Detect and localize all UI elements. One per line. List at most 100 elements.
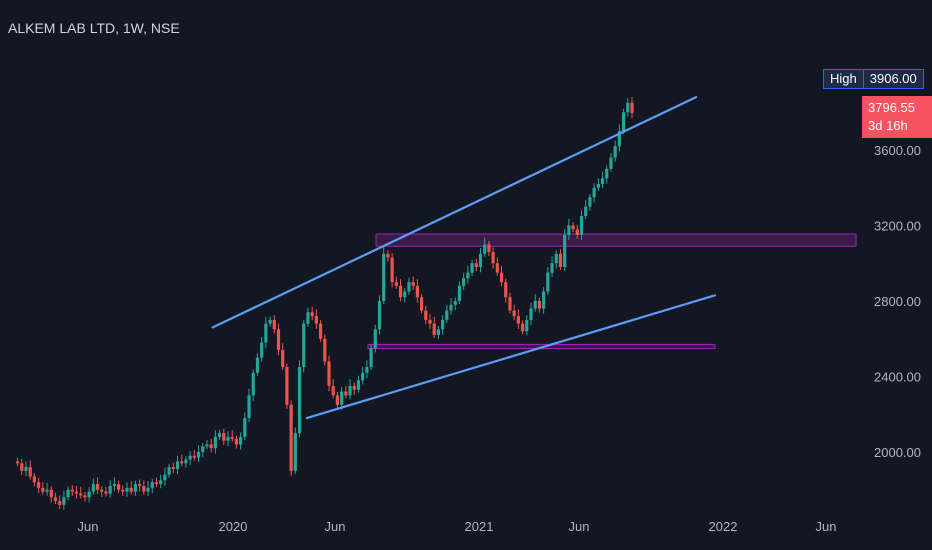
candle-body xyxy=(377,301,382,330)
candle-body xyxy=(171,467,175,469)
candle-body xyxy=(192,455,196,458)
bar-countdown: 3d 16h xyxy=(868,118,908,133)
candle-body xyxy=(217,433,222,437)
candle-body xyxy=(184,459,188,464)
candle-body xyxy=(592,187,596,198)
candle-body xyxy=(588,197,592,207)
candle-body xyxy=(318,323,323,339)
candle-body xyxy=(306,312,310,324)
candle-body xyxy=(584,206,588,217)
candle-body xyxy=(104,491,108,494)
candle-body xyxy=(146,487,150,492)
candle-body xyxy=(247,395,251,419)
candle-body xyxy=(373,329,377,349)
candle-body xyxy=(491,251,495,264)
trendlines-layer xyxy=(211,96,717,420)
candle-body xyxy=(285,367,289,405)
candle-body xyxy=(314,316,318,324)
trendline-upper[interactable] xyxy=(211,96,698,329)
candle-body xyxy=(276,329,281,351)
candle-body xyxy=(579,216,584,235)
candle-body xyxy=(142,485,146,492)
candle-body xyxy=(352,385,356,390)
candle-body xyxy=(340,391,344,405)
candle-body xyxy=(323,338,327,362)
x-tick-label: 2022 xyxy=(709,519,738,534)
candle-body xyxy=(293,433,297,471)
candle-body xyxy=(281,350,285,368)
zone-resistance[interactable] xyxy=(375,233,857,247)
candle-body xyxy=(504,282,508,298)
candle-body xyxy=(516,316,520,324)
candle-body xyxy=(466,272,470,279)
candle-body xyxy=(424,310,428,320)
candle-body xyxy=(550,263,554,273)
last-price: 3796.55 xyxy=(868,100,915,115)
candle-body xyxy=(112,484,116,486)
candle-body xyxy=(533,301,537,309)
candle-body xyxy=(567,225,571,235)
candle-body xyxy=(474,263,478,268)
candle-body xyxy=(394,282,398,286)
candle-body xyxy=(546,272,550,292)
candle-body xyxy=(499,272,504,283)
x-tick-label: Jun xyxy=(816,519,837,534)
high-badge: High 3906.00 xyxy=(823,69,924,89)
candle-body xyxy=(512,310,516,317)
candle-body xyxy=(66,489,70,498)
candle-body xyxy=(596,183,600,188)
candle-body xyxy=(403,291,407,298)
x-tick-label: 2021 xyxy=(465,519,494,534)
candle-body xyxy=(542,291,546,309)
candle-body xyxy=(411,282,415,286)
candle-body xyxy=(495,263,499,273)
candle-body xyxy=(600,178,605,184)
candle-body xyxy=(87,491,91,498)
candle-body xyxy=(382,253,386,301)
candle-body xyxy=(331,385,335,396)
candle-body xyxy=(239,436,243,445)
candle-body xyxy=(53,497,58,502)
trendline-lower[interactable] xyxy=(305,294,717,420)
candle-body xyxy=(41,487,45,492)
high-value: 3906.00 xyxy=(869,71,917,86)
candle-body xyxy=(575,229,579,235)
candle-body xyxy=(163,474,167,481)
candle-body xyxy=(462,278,466,286)
x-tick-label: Jun xyxy=(78,519,99,534)
candle-body xyxy=(91,484,95,492)
candle-body xyxy=(272,319,276,330)
candle-body xyxy=(116,484,121,490)
candle-body xyxy=(222,433,226,441)
candle-body xyxy=(554,253,558,264)
x-tick-label: Jun xyxy=(569,519,590,534)
y-tick-label: 2400.00 xyxy=(874,370,921,385)
candle-body xyxy=(335,395,340,405)
candle-body xyxy=(605,168,609,179)
candle-body xyxy=(230,436,234,439)
candle-body xyxy=(419,297,424,311)
candle-body xyxy=(415,285,419,298)
candle-body xyxy=(508,297,512,311)
candle-body xyxy=(457,285,462,301)
candle-body xyxy=(563,234,567,268)
candle-body xyxy=(260,342,264,358)
candle-body xyxy=(621,112,626,132)
candle-body xyxy=(445,310,449,320)
x-tick-label: Jun xyxy=(325,519,346,534)
candle-body xyxy=(617,131,621,147)
candle-body xyxy=(441,319,445,330)
candle-body xyxy=(79,493,83,496)
candle-body xyxy=(386,253,390,258)
last-price-badge: 3796.55 3d 16h xyxy=(862,96,932,138)
candle-body xyxy=(243,418,247,437)
candle-body xyxy=(58,501,62,505)
candle-body xyxy=(28,467,32,477)
candle-body xyxy=(470,263,474,273)
zones-layer xyxy=(367,233,857,350)
candle-body xyxy=(201,446,205,452)
high-label: High xyxy=(830,70,864,88)
candle-body xyxy=(436,329,441,335)
candle-body xyxy=(255,357,260,373)
